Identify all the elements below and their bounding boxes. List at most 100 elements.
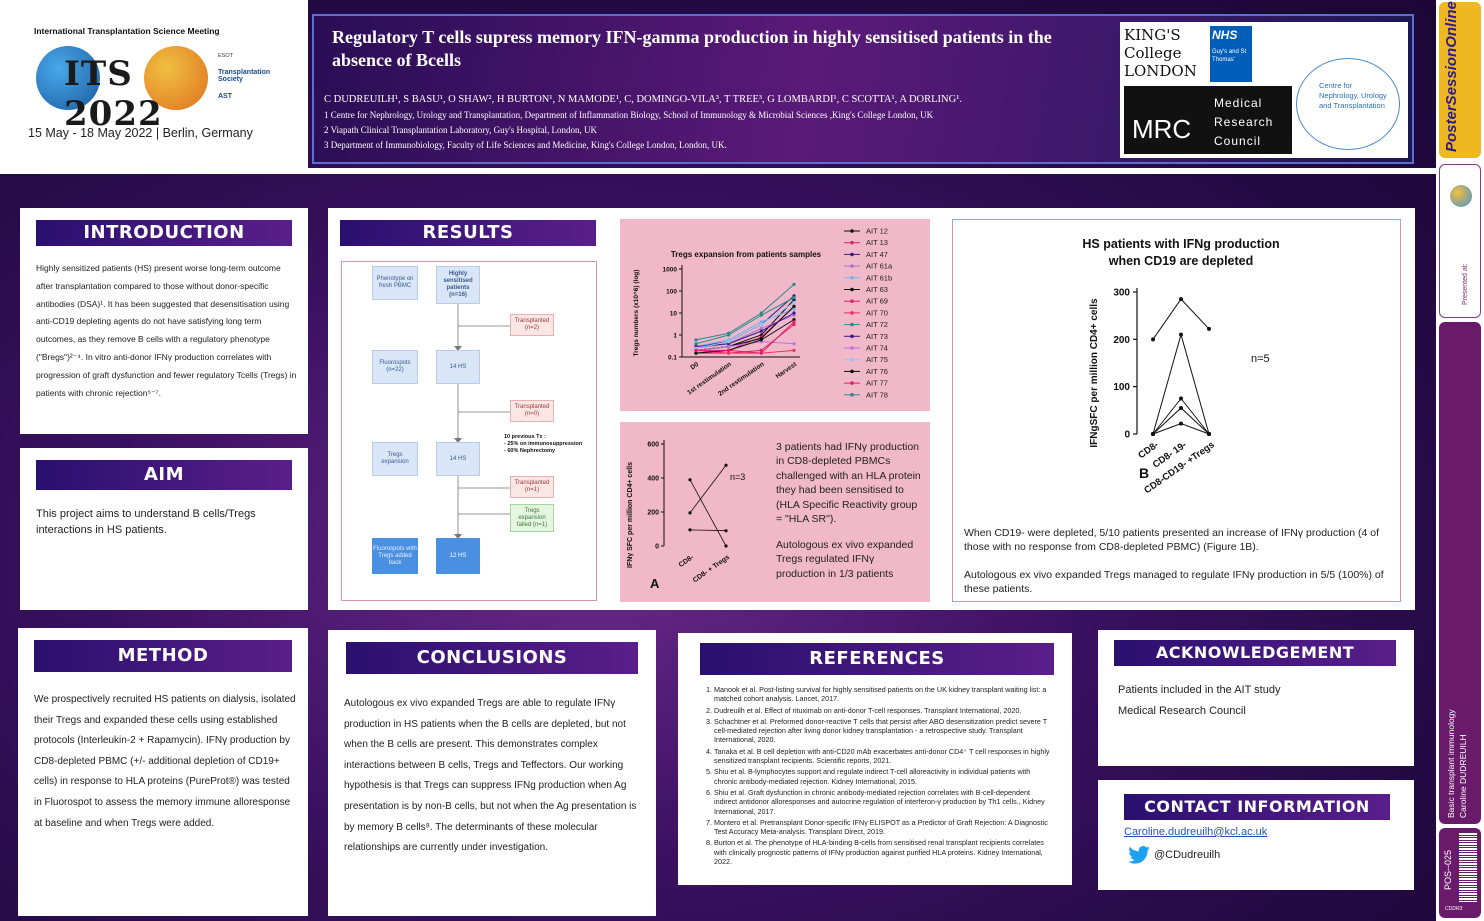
chart1-legend-label: AIT 76 [866, 367, 888, 376]
introduction-panel: INTRODUCTION Highly sensitized patients … [20, 208, 308, 434]
references-heading: REFERENCES [700, 643, 1054, 675]
chart1-legend-label: AIT 69 [866, 297, 888, 306]
author-list: C DUDREUILH¹, S BASU¹, O SHAW², H BURTON… [324, 94, 962, 105]
ast-logo: AST [218, 92, 232, 100]
method-panel: METHOD We prospectively recruited HS pat… [18, 628, 308, 916]
category-author: Caroline DUDREUILH [1458, 734, 1468, 818]
chart1-legend-marker [850, 311, 854, 315]
chart-b-description: When CD19- were depleted, 5/10 patients … [964, 527, 1379, 553]
nhs-logo-text: NHS [1212, 28, 1238, 42]
reference-item: Manook et al. Post-listing survival for … [714, 685, 1054, 704]
patient-flowchart: Phenotype on fresh PBMC Highly sensitise… [341, 261, 597, 601]
institution-logos: KING'S College LONDON NHS Guy's and St T… [1120, 22, 1408, 158]
chartB-y-tick-label: 100 [1113, 382, 1130, 393]
chartA-series-line [689, 479, 727, 547]
flow-transplanted-2: Transplanted (n=2) [510, 314, 554, 336]
chartA-point [688, 528, 692, 532]
chartA-y-tick-label: 200 [647, 510, 659, 517]
chart1-legend-marker [850, 346, 854, 350]
chart1-legend-label: AIT 70 [866, 308, 888, 317]
chart1-point [792, 296, 796, 300]
chart1-legend-label: AIT 12 [866, 227, 888, 236]
poster-title: Regulatory T cells supress memory IFN-ga… [332, 27, 1052, 70]
chart1-legend-label: AIT 47 [866, 250, 888, 259]
chartB-series-line [1152, 407, 1210, 435]
chartA-y-tick-label: 0 [655, 544, 659, 551]
chart1-y-tick-label: 100 [666, 289, 677, 296]
tts-logo: Transplantation Society [218, 69, 271, 83]
chartB-y-tick-label: 0 [1124, 430, 1130, 441]
chart1-x-tick-label: D0 [689, 361, 700, 372]
chart-b-conclusion: Autologous ex vivo expanded Tregs manage… [964, 569, 1384, 595]
chart1-legend-marker [850, 229, 854, 233]
nhs-logo: NHS Guy's and St Thomas' [1210, 26, 1252, 82]
mrc-logo-words: Medical Research Council [1214, 94, 1273, 151]
poster-id-box: POS--025 CDDR3 [1439, 828, 1481, 918]
aim-text: This project aims to understand B cells/… [36, 508, 256, 536]
chart1-legend-marker [850, 393, 854, 397]
chart1-point [759, 338, 763, 342]
affiliation-2: 2 Viapath Clinical Transplantation Labor… [324, 125, 598, 135]
flow-hs16: Highly sensitised patients (n=16) [436, 266, 480, 304]
chartB-series-line [1152, 332, 1210, 435]
chart-b-panel: HS patients with IFNg production when CD1… [952, 219, 1401, 602]
chartB-point [1207, 326, 1211, 331]
flow-expansion-failed: Tregs expansion failed (n=1) [510, 504, 554, 532]
chart1-legend-label: AIT 72 [866, 320, 888, 329]
chartB-point [1179, 332, 1183, 337]
twitter-icon [1128, 846, 1150, 864]
nhs-logo-sub: Guy's and St Thomas' [1212, 49, 1247, 63]
flow-phenotype: Phenotype on fresh PBMC [372, 266, 418, 300]
chart1-point [759, 311, 763, 315]
introduction-heading: INTRODUCTION [36, 220, 292, 246]
reference-item: Tanaka et al. B cell depletion with anti… [714, 747, 1054, 766]
chart1-point [694, 348, 698, 352]
introduction-text: Highly sensitized patients (HS) present … [36, 263, 297, 398]
chart-b-svg: HS patients with IFNg production when CD1… [1082, 237, 1279, 496]
chart1-point [759, 322, 763, 327]
category-label: Basic transplant immunology [1446, 709, 1456, 818]
chart1-series-line [695, 319, 795, 354]
chart1-legend-marker [850, 357, 854, 362]
results-heading: RESULTS [340, 220, 596, 246]
chart1-series-line [696, 321, 795, 354]
twitter-handle-link[interactable]: @CDudreuilh [1128, 846, 1220, 864]
chartB-point [1151, 432, 1155, 436]
poster-session-brand: PosterSessionOnline [1439, 1, 1481, 158]
conclusions-text: Autologous ex vivo expanded Tregs are ab… [344, 698, 637, 854]
chartB-y-tick-label: 200 [1113, 335, 1130, 346]
chart1-point [727, 340, 731, 344]
reference-item: Schachtner et al. Preformed donor-reacti… [714, 717, 1054, 745]
centre-logo-text: Centre for Nephrology, Urology and Trans… [1319, 81, 1387, 110]
affiliations: 1 Centre for Nephrology, Urology and Tra… [324, 108, 1114, 153]
flow-transplanted-1: Transplanted (n=1) [510, 476, 554, 498]
header-divider [0, 168, 1436, 174]
references-panel: REFERENCES Manook et al. Post-listing su… [678, 633, 1072, 885]
chart1-point [727, 344, 731, 349]
barcode-icon [1459, 832, 1477, 902]
chart1-series-line [695, 284, 795, 341]
chartA-point [724, 544, 728, 548]
chartB-point [1179, 297, 1183, 302]
chart1-legend-marker [850, 287, 854, 292]
chart1-point [759, 351, 763, 355]
chart1-point [792, 300, 796, 305]
brand-text: PosterSessionOnline [1443, 1, 1460, 152]
chartB-panel-label: B [1139, 465, 1149, 481]
contact-email-link[interactable]: Caroline.dudreuilh@kcl.ac.uk [1124, 826, 1268, 838]
chart1-legend-label: AIT 63 [866, 285, 888, 294]
chart1-legend-label: AIT 73 [866, 332, 888, 341]
affiliation-1: 1 Centre for Nephrology, Urology and Tra… [324, 110, 934, 120]
chartB-y-tick-label: 300 [1113, 288, 1130, 299]
chart1-point [792, 307, 796, 311]
chart1-point [759, 329, 763, 333]
conclusions-panel: CONCLUSIONS Autologous ex vivo expanded … [328, 630, 656, 916]
chart1-point [792, 342, 796, 346]
mrc-logo: MRC Medical Research Council [1124, 86, 1292, 154]
chart1-y-tick-label: 10 [670, 311, 678, 318]
chart1-legend-marker [850, 264, 854, 268]
conference-name: International Transplantation Science Me… [34, 26, 220, 36]
flow-hs12: 12 HS [436, 538, 480, 574]
reference-item: Shiu et al. B-lymphocytes support and re… [714, 767, 1054, 786]
mrc-word-2: Research [1214, 115, 1274, 129]
